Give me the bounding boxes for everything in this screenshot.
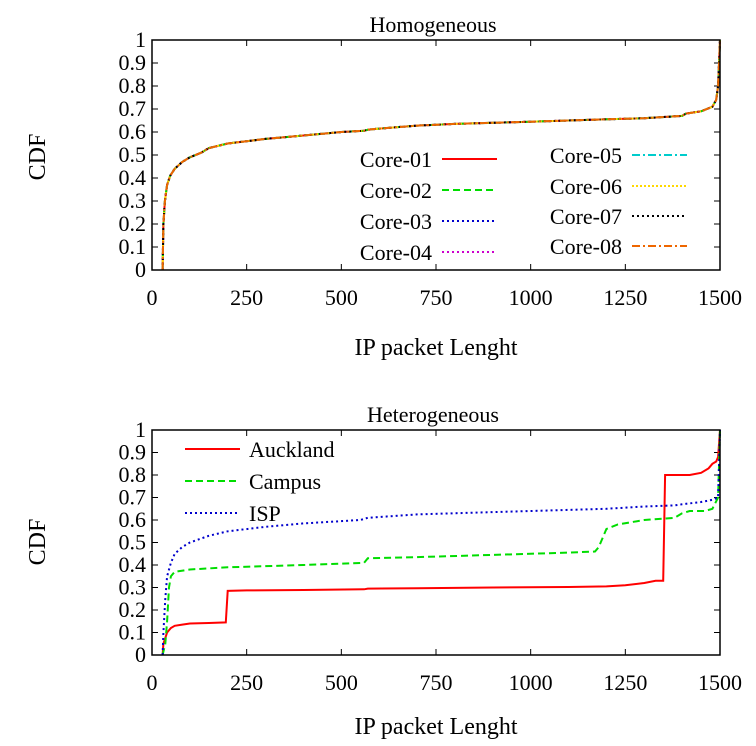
y-tick-label: 1 <box>135 27 146 52</box>
y-axis-label: CDF <box>25 134 51 181</box>
legend: Core-01 Core-02 Core-03 Core-04 Core-05 Core-… <box>360 143 687 265</box>
x-tick-label: 750 <box>420 670 453 695</box>
x-axis-label: IP packet Lenght <box>354 714 517 740</box>
series-line-core-07 <box>161 39 721 271</box>
x-axis-label: IP packet Lenght <box>354 335 517 361</box>
legend-label: Core-04 <box>360 240 432 265</box>
series-line-isp <box>161 429 721 656</box>
y-tick-label: 0.2 <box>119 211 147 236</box>
x-tick-label: 1250 <box>603 285 647 310</box>
y-tick-label: 0.1 <box>119 620 147 645</box>
y-tick-label: 0.6 <box>119 507 147 532</box>
y-tick-label: 0.3 <box>119 575 147 600</box>
series-line-campus <box>161 429 721 656</box>
legend-label: Campus <box>249 469 321 494</box>
x-tick-label: 1250 <box>603 670 647 695</box>
legend-label: Core-07 <box>550 204 622 229</box>
y-tick-label: 0.9 <box>119 50 147 75</box>
y-tick-label: 0.4 <box>119 165 147 190</box>
x-tick-label: 250 <box>230 670 263 695</box>
plot-frame <box>151 429 721 656</box>
legend-label: Core-06 <box>550 174 622 199</box>
chart-homogeneous: Homogeneous CDF IP packet Lenght 0 250 500… <box>25 12 742 361</box>
x-tick-label: 0 <box>147 285 158 310</box>
y-tick-label: 0.5 <box>119 530 147 555</box>
y-tick-label: 1 <box>135 417 146 442</box>
x-tick-label: 0 <box>147 670 158 695</box>
legend-label: Auckland <box>249 437 335 462</box>
legend-label: Core-02 <box>360 178 432 203</box>
y-tick-label: 0.9 <box>119 440 147 465</box>
x-tick-label: 500 <box>325 670 358 695</box>
y-axis-label: CDF <box>25 519 51 566</box>
y-tick-label: 0.8 <box>119 462 147 487</box>
y-tick-label: 0.1 <box>119 234 147 259</box>
y-tick-label: 0 <box>135 642 146 667</box>
legend-label: Core-01 <box>360 147 432 172</box>
x-tick-label: 250 <box>230 285 263 310</box>
x-tick-label: 500 <box>325 285 358 310</box>
x-tick-label: 1500 <box>698 285 742 310</box>
y-tick-label: 0.5 <box>119 142 147 167</box>
y-tick-label: 0.4 <box>119 552 147 577</box>
legend-label: Core-08 <box>550 234 622 259</box>
y-tick-label: 0 <box>135 257 146 282</box>
y-tick-label: 0.6 <box>119 119 147 144</box>
legend-label: ISP <box>249 501 281 526</box>
legend-label: Core-03 <box>360 209 432 234</box>
x-tick-label: 1000 <box>509 285 553 310</box>
legend-label: Core-05 <box>550 143 622 168</box>
series-line-auckland <box>161 429 721 656</box>
chart-title: Heterogeneous <box>367 402 499 427</box>
y-tick-label: 0.7 <box>119 96 147 121</box>
y-tick-label: 0.2 <box>119 597 147 622</box>
x-tick-label: 750 <box>420 285 453 310</box>
y-tick-label: 0.7 <box>119 485 147 510</box>
chart-title: Homogeneous <box>369 12 496 37</box>
x-tick-label: 1000 <box>509 670 553 695</box>
y-tick-label: 0.3 <box>119 188 147 213</box>
y-tick-label: 0.8 <box>119 73 147 98</box>
legend: Auckland Campus ISP <box>185 437 335 526</box>
x-tick-label: 1500 <box>698 670 742 695</box>
plot-frame <box>151 39 721 271</box>
chart-heterogeneous: Heterogeneous CDF IP packet Lenght 0 250 5… <box>25 402 742 740</box>
